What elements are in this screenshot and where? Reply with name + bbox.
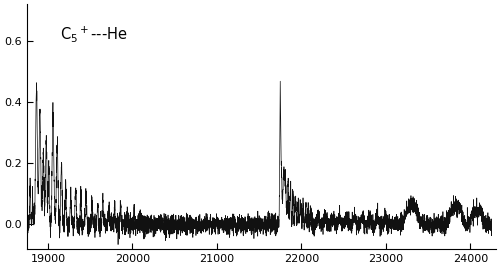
Text: C$_5$$^+$---He: C$_5$$^+$---He	[60, 24, 127, 44]
